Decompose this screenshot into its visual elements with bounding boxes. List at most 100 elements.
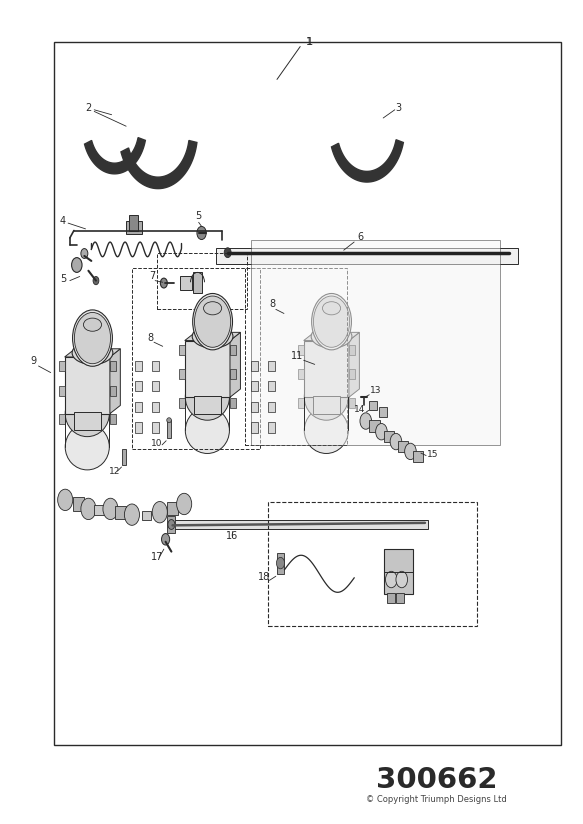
Bar xyxy=(110,414,115,424)
Ellipse shape xyxy=(360,413,371,429)
Polygon shape xyxy=(230,332,240,397)
Bar xyxy=(135,382,142,391)
Text: 8: 8 xyxy=(270,299,276,309)
Bar xyxy=(230,344,236,354)
Bar xyxy=(122,449,126,466)
Bar xyxy=(277,553,284,574)
Circle shape xyxy=(168,520,175,530)
Bar xyxy=(378,407,387,417)
Ellipse shape xyxy=(195,296,231,347)
Bar xyxy=(73,498,84,511)
Circle shape xyxy=(197,227,206,240)
Text: 1: 1 xyxy=(307,37,312,48)
Circle shape xyxy=(224,248,231,258)
Polygon shape xyxy=(304,332,359,340)
Polygon shape xyxy=(332,140,403,182)
Bar xyxy=(135,361,142,371)
Bar xyxy=(251,240,500,445)
Ellipse shape xyxy=(405,443,416,460)
Text: 11: 11 xyxy=(291,351,303,361)
Text: 17: 17 xyxy=(150,552,163,562)
Bar xyxy=(413,451,423,462)
Bar xyxy=(268,361,275,371)
Ellipse shape xyxy=(304,408,349,453)
Bar xyxy=(349,344,354,354)
Text: 2: 2 xyxy=(85,103,92,113)
Bar xyxy=(157,253,247,308)
Ellipse shape xyxy=(124,504,139,526)
Bar xyxy=(251,401,258,412)
Bar xyxy=(349,398,354,408)
Polygon shape xyxy=(85,138,145,174)
Ellipse shape xyxy=(192,293,233,350)
Ellipse shape xyxy=(103,499,118,520)
Bar xyxy=(230,369,236,379)
Ellipse shape xyxy=(72,341,113,364)
Bar xyxy=(142,511,151,521)
Text: 4: 4 xyxy=(59,216,65,226)
Text: 8: 8 xyxy=(147,333,153,343)
Bar xyxy=(349,369,354,379)
Bar xyxy=(126,221,142,234)
Ellipse shape xyxy=(312,293,352,350)
Bar xyxy=(369,420,380,432)
Bar xyxy=(179,369,185,379)
Bar xyxy=(179,344,185,354)
Text: 1: 1 xyxy=(306,37,312,48)
Ellipse shape xyxy=(167,418,171,423)
Ellipse shape xyxy=(185,374,230,420)
Bar xyxy=(135,422,142,433)
Bar xyxy=(170,520,428,530)
Polygon shape xyxy=(185,340,230,397)
Bar xyxy=(398,441,408,452)
Ellipse shape xyxy=(65,424,109,470)
Bar xyxy=(180,276,192,290)
Bar xyxy=(54,43,561,745)
Ellipse shape xyxy=(276,557,285,569)
Bar xyxy=(268,503,477,625)
Bar xyxy=(268,382,275,391)
Bar xyxy=(152,422,159,433)
Bar xyxy=(152,401,159,412)
Text: 18: 18 xyxy=(258,573,270,583)
Polygon shape xyxy=(65,349,120,357)
Bar xyxy=(135,401,142,412)
Bar xyxy=(110,386,115,396)
Bar xyxy=(251,382,258,391)
Bar xyxy=(152,361,159,371)
Ellipse shape xyxy=(58,489,73,511)
Bar xyxy=(312,396,340,414)
Bar xyxy=(59,414,65,424)
Ellipse shape xyxy=(203,302,222,315)
Bar xyxy=(230,398,236,408)
Ellipse shape xyxy=(81,499,96,520)
Text: 7: 7 xyxy=(149,271,156,281)
Polygon shape xyxy=(185,332,240,340)
Polygon shape xyxy=(121,140,197,189)
Bar xyxy=(167,517,175,533)
Bar xyxy=(194,396,221,414)
Bar xyxy=(59,361,65,371)
Polygon shape xyxy=(65,357,110,414)
Bar xyxy=(129,215,138,232)
Ellipse shape xyxy=(311,325,352,348)
Circle shape xyxy=(81,249,88,259)
Bar xyxy=(251,422,258,433)
Bar xyxy=(59,386,65,396)
Bar xyxy=(167,420,171,438)
Bar xyxy=(115,506,125,519)
Text: 9: 9 xyxy=(30,356,36,367)
Polygon shape xyxy=(349,332,359,397)
Text: 10: 10 xyxy=(151,439,163,448)
Bar xyxy=(179,398,185,408)
Ellipse shape xyxy=(390,433,402,450)
Ellipse shape xyxy=(65,391,109,437)
Ellipse shape xyxy=(152,502,167,523)
Bar xyxy=(245,269,347,445)
Bar xyxy=(396,592,404,602)
Ellipse shape xyxy=(83,318,101,331)
Bar xyxy=(384,431,394,442)
Text: 14: 14 xyxy=(354,405,366,414)
Circle shape xyxy=(161,534,170,545)
Circle shape xyxy=(385,571,397,588)
